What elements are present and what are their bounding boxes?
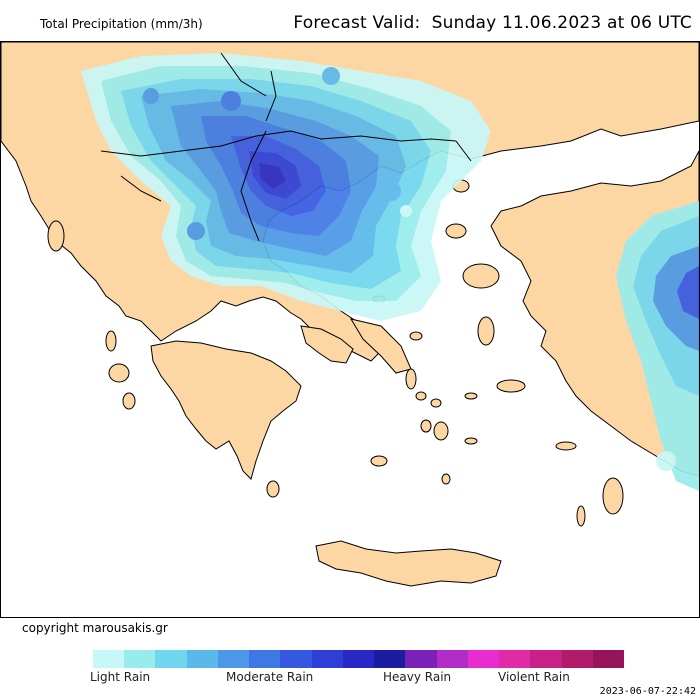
andros — [405, 368, 417, 390]
kefalonia — [108, 363, 130, 383]
legend-swatch — [155, 650, 187, 668]
chios — [477, 316, 495, 346]
legend-label-violent: Violent Rain — [498, 670, 570, 684]
border-line — [265, 70, 277, 122]
ikaria — [464, 392, 478, 400]
precip-cell — [187, 222, 205, 240]
milos — [370, 455, 388, 467]
forecast-label: Forecast Valid: — [293, 13, 421, 33]
kythira — [266, 480, 280, 498]
paros — [420, 419, 432, 433]
precip-cell — [656, 451, 676, 471]
tinos — [415, 391, 427, 401]
legend-swatch — [467, 650, 500, 668]
corfu — [47, 220, 65, 252]
legend-swatch — [530, 650, 562, 668]
lemnos — [445, 223, 467, 239]
naxos — [433, 421, 449, 441]
precipitation-layer — [81, 53, 699, 491]
legend-swatch — [561, 650, 593, 668]
forecast-valid: Forecast Valid: Sunday 11.06.2023 at 06 … — [293, 13, 692, 33]
legend-swatch — [93, 650, 125, 668]
legend-swatch — [280, 650, 312, 668]
santorini — [441, 473, 451, 485]
skyros — [409, 331, 423, 341]
legend-swatch — [124, 650, 156, 668]
lefkada — [105, 330, 117, 352]
precip-east-heavy — [677, 266, 699, 319]
border-line — [240, 130, 267, 242]
legend-swatch — [311, 650, 343, 668]
legend-label-heavy: Heavy Rain — [383, 670, 452, 684]
border-line — [455, 140, 472, 162]
crete — [315, 540, 502, 587]
precip-cell — [400, 205, 412, 217]
legend-swatch — [342, 650, 375, 668]
copyright-text: copyright marousakis.gr — [22, 621, 168, 635]
lesvos — [462, 263, 500, 289]
border-line — [100, 130, 457, 157]
borders-layer — [100, 52, 472, 242]
legend-swatch — [436, 650, 468, 668]
map-title: Total Precipitation (mm/3h) — [40, 17, 203, 31]
peloponnese — [150, 340, 302, 480]
generation-timestamp: 2023-06-07-22:42 — [599, 686, 696, 697]
precip-cell — [143, 88, 159, 104]
legend-swatch — [499, 650, 531, 668]
border-line — [220, 52, 267, 97]
legend-swatch — [405, 650, 437, 668]
mykonos — [430, 398, 442, 408]
attica — [300, 325, 354, 364]
karpathos — [576, 505, 586, 527]
samos — [496, 379, 526, 393]
amorgos — [464, 437, 478, 445]
precipitation-map — [0, 41, 700, 618]
evia — [349, 318, 412, 374]
precip-heavy-3 — [259, 163, 286, 189]
legend-label-moderate: Moderate Rain — [226, 670, 314, 684]
legend-swatch — [186, 650, 218, 668]
forecast-value: Sunday 11.06.2023 at 06 UTC — [431, 13, 692, 33]
legend-colorbar — [93, 650, 624, 668]
precip-cell — [381, 181, 401, 201]
precip-cell — [221, 91, 241, 111]
border-line — [120, 175, 162, 202]
legend-swatch — [249, 650, 281, 668]
zakynthos — [122, 392, 136, 410]
legend-swatch — [217, 650, 250, 668]
kos — [555, 441, 577, 451]
precip-cell — [322, 67, 340, 85]
map-svg — [1, 42, 699, 587]
rhodes — [602, 477, 624, 515]
legend-label-light: Light Rain — [90, 670, 151, 684]
legend-swatch — [592, 650, 624, 668]
legend-swatch — [374, 650, 406, 668]
